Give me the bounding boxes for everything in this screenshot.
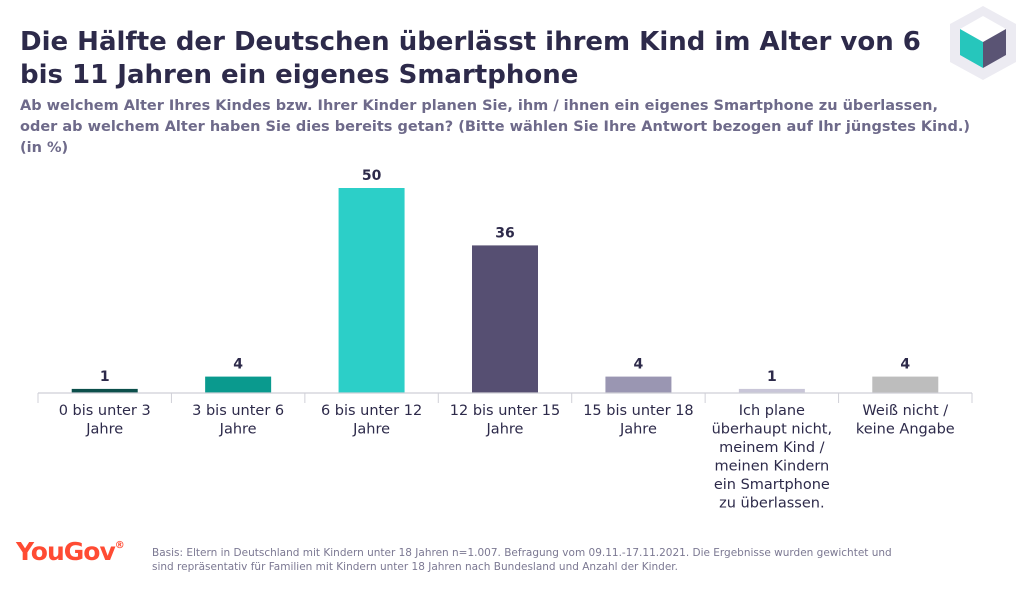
category-label: Ich plane überhaupt nicht, meinem Kind / me… [712,403,832,512]
footnote: Basis: Eltern in Deutschland mit Kindern… [152,547,892,573]
bar-chart: 1 0 bis unter 3 Jahre 4 3 bis unter 6 Jahre 50… [37,168,973,512]
category-label: 0 bis unter 3 Jahre [59,403,151,438]
data-label: 36 [495,225,514,241]
bar [205,376,272,393]
chart-subtitle: Ab welchem Alter Ihres Kindes bzw. Ihrer… [20,98,970,156]
data-label: 1 [100,369,110,385]
data-label: 4 [900,357,910,373]
bar [472,245,538,393]
cube-icon [950,6,1016,80]
yougov-logo: YouGov® [16,537,125,566]
bar [71,388,138,393]
bar [738,388,805,393]
category-label: 6 bis unter 12 Jahre [321,403,422,438]
data-label: 50 [362,168,382,184]
data-label: 4 [634,357,644,373]
brand-mark: ® [114,540,125,551]
category-label: Weiß nicht / keine Angabe [856,403,955,438]
category-label: 3 bis unter 6 Jahre [192,403,284,438]
data-label: 4 [233,357,243,373]
data-label: 1 [767,369,777,385]
bar [872,376,939,393]
category-label: 15 bis unter 18 Jahre [583,403,693,438]
bar [338,188,405,393]
brand-name: YouGov [16,537,116,566]
bar [605,376,672,393]
chart-title: Die Hälfte der Deutschen überlässt ihrem… [20,27,921,90]
category-label: 12 bis unter 15 Jahre [450,403,560,438]
